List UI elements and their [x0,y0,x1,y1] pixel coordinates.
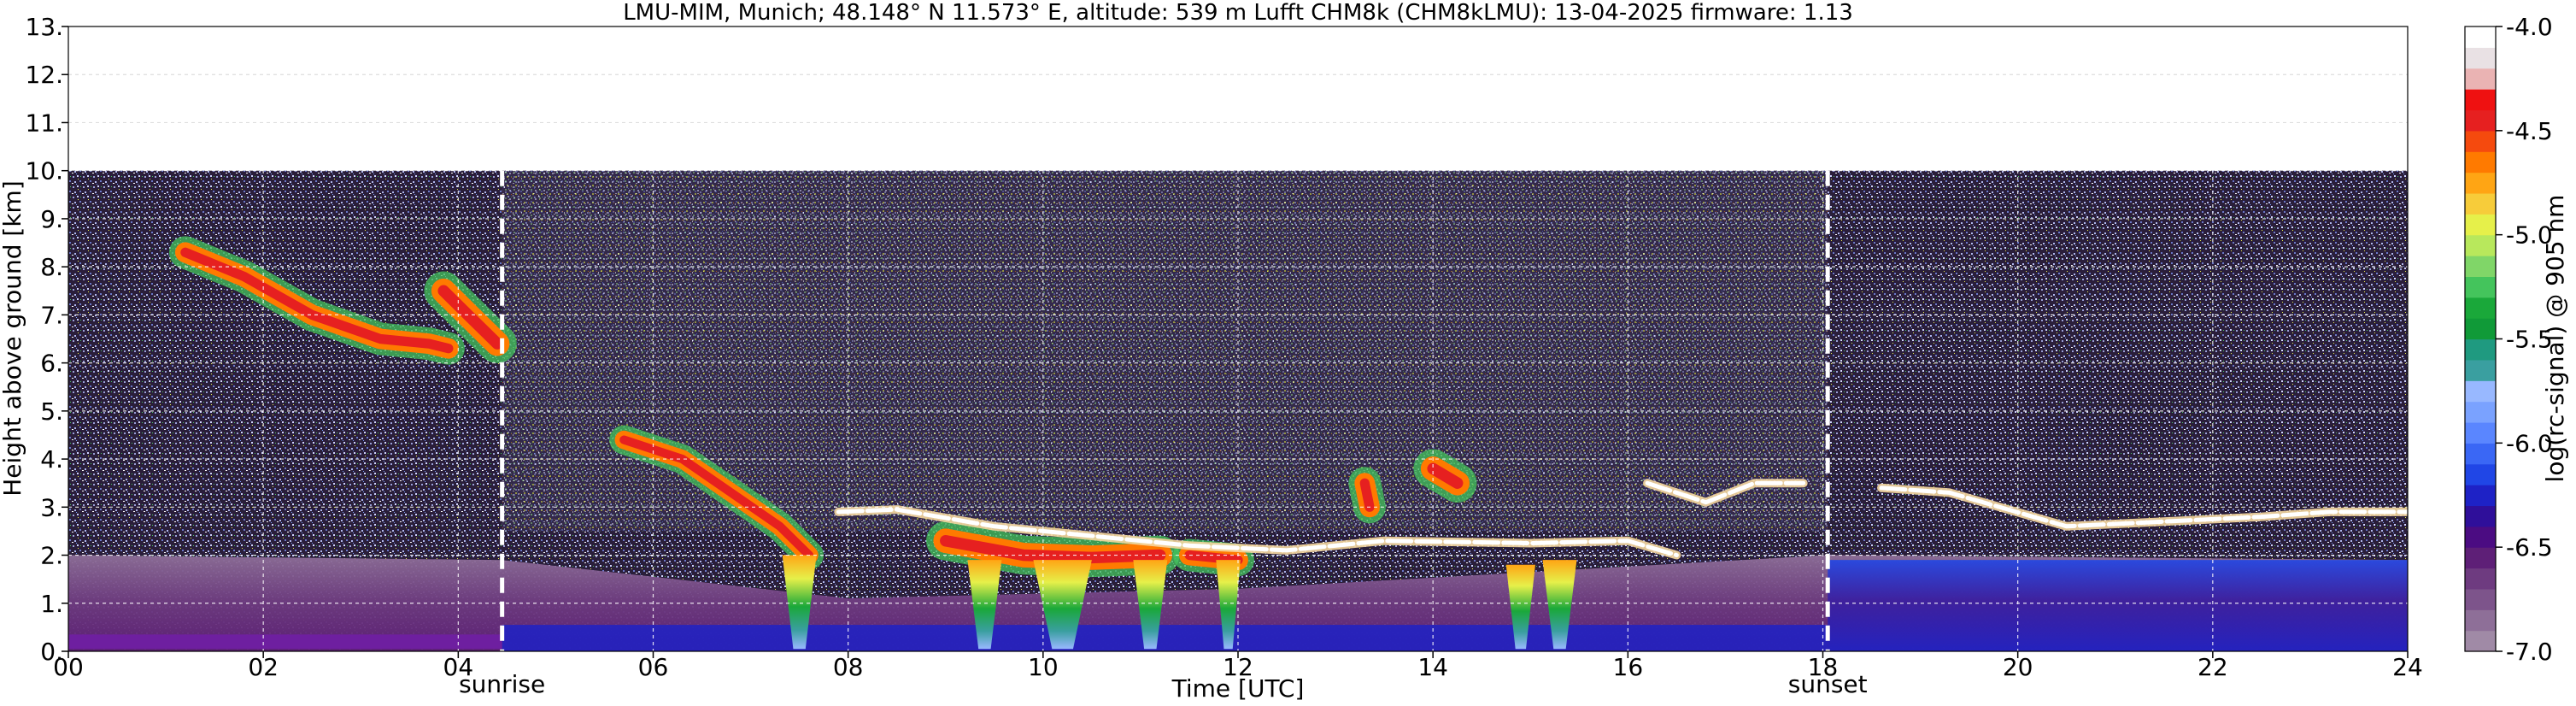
colorbar-segment [2465,234,2496,256]
precip-column-3 [1133,560,1168,650]
colorbar-segment [2465,89,2496,111]
colorbar-segment [2465,547,2496,569]
colorbar-segment [2465,172,2496,194]
colorbar-segment [2465,318,2496,340]
colorbar-tick-label: -4.0 [2506,13,2553,41]
precip-column-2 [1033,560,1092,650]
y-axis-ticks: 0. 1. 2. 3. 4. 5. 6. 7. 8. 9. 10. 11. 12. 13. [25,13,68,666]
colorbar-segment [2465,214,2496,236]
colorbar-tick-label: -6.0 [2506,429,2553,457]
precip-column-6 [1542,560,1577,650]
x-axis-ticks: 00 02 04 06 08 10 12 14 16 18 20 22 24 [53,651,2423,681]
colorbar-segment [2465,297,2496,319]
colorbar-tick-label: -6.5 [2506,533,2553,562]
y-tick-label: 8. [40,253,63,281]
colorbar-tick-label: -4.5 [2506,117,2553,145]
grid-lines [68,26,2408,651]
sunset-label: sunset [1788,670,1868,698]
x-tick-label: 02 [248,653,279,681]
y-tick-label: 7. [40,301,63,329]
colorbar-segment [2465,192,2496,215]
x-tick-label: 22 [2198,653,2228,681]
colorbar-tick-label: -5.5 [2506,326,2553,354]
event-lines [500,170,1830,651]
chart-title: LMU-MIM, Munich; 48.148° N 11.573° E, al… [623,0,1853,26]
y-tick-label: 10. [25,157,63,185]
colorbar-ticks: -4.0 -4.5 -5.0 -5.5 -6.0 -6.5 -7.0 [2496,13,2553,666]
y-tick-label: 5. [40,397,63,426]
colorbar-segment [2465,276,2496,298]
colorbar-tick-label: -7.0 [2506,638,2553,666]
y-tick-label: 3. [40,493,63,521]
y-tick-label: 6. [40,350,63,378]
x-axis-label: Time [UTC] [1171,674,1305,703]
x-tick-label: 24 [2392,653,2423,681]
x-tick-label: 16 [1613,653,1644,681]
x-tick-label: 20 [2003,653,2033,681]
colorbar-segment [2465,630,2496,652]
colorbar [2464,26,2497,652]
precip-column-5 [1505,564,1535,650]
colorbar-segment [2465,47,2496,69]
colorbar-label: log(rc-signal) @ 905 nm [2541,195,2569,483]
colorbar-tick-label: -5.0 [2506,221,2553,250]
y-tick-label: 11. [25,109,63,137]
colorbar-segment [2465,359,2496,381]
sunrise-label: sunrise [459,670,545,698]
surface-layer-day [502,625,1828,651]
y-tick-label: 2. [40,542,63,570]
layer-cloud-6-core [1427,462,1464,489]
colorbar-segment [2465,609,2496,632]
colorbar-segment [2465,256,2496,277]
plot-area [67,26,2409,652]
y-tick-label: 13. [25,13,63,41]
y-tick-label: 12. [25,61,63,89]
layer-cirrus-0-core [180,247,454,354]
x-tick-label: 18 [1808,653,1839,681]
cloud-base-1 [1645,480,1806,505]
y-axis-label: Height above ground [km] [0,180,26,497]
colorbar-segment [2465,463,2496,485]
colorbar-segment [2465,380,2496,403]
precip-column-4 [1216,560,1241,650]
colorbar-segment [2465,588,2496,610]
colorbar-segment [2465,421,2496,444]
colorbar-segment [2465,109,2496,132]
y-tick-label: 9. [40,205,63,233]
x-tick-label: 10 [1028,653,1059,681]
precip-column-0 [782,555,817,650]
colorbar-segment [2465,151,2496,174]
boundary-layer-night [1828,560,2408,651]
colorbar-segment [2465,485,2496,507]
y-tick-label: 4. [40,445,63,474]
layer-cloud-3-core [940,534,1166,564]
layer-cloud-5-core [1359,478,1375,512]
colorbar-segment [2465,526,2496,548]
x-tick-label: 06 [638,653,669,681]
x-tick-label: 08 [833,653,864,681]
x-tick-label: 12 [1223,653,1253,681]
y-tick-label: 0. [40,638,63,666]
colorbar-segment [2465,26,2496,48]
colorbar-segment [2465,401,2496,423]
colorbar-segment [2465,130,2496,152]
colorbar-segment [2465,505,2496,527]
colorbar-segment [2465,568,2496,590]
x-tick-label: 00 [53,653,84,681]
colorbar-segment [2465,338,2496,361]
colorbar-segment [2465,443,2496,465]
colorbar-segment [2465,68,2496,90]
layer-cloud-4-core [1184,550,1243,565]
precip-column-1 [967,560,1002,650]
x-tick-label: 04 [443,653,474,681]
surface-layer-night [68,634,502,650]
layer-cirrus-2-core [619,435,814,560]
y-tick-label: 1. [40,590,63,618]
cloud-base-2 [1879,485,2408,529]
x-tick-label: 14 [1417,653,1448,681]
event-labels: sunrise sunset [459,670,1868,698]
